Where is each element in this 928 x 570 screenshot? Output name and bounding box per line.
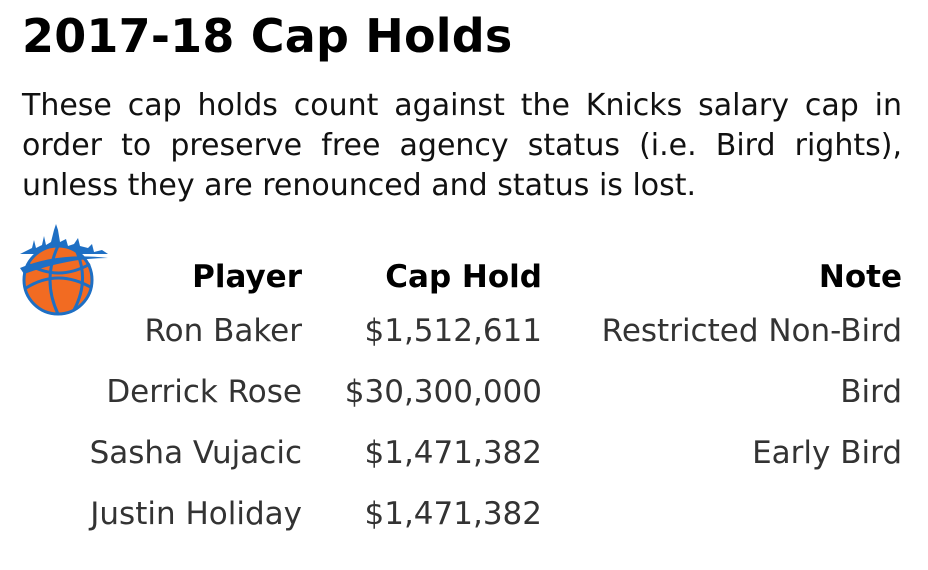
knicks-logo-icon — [18, 224, 110, 320]
table-header-row: Player Cap Hold Note — [0, 250, 928, 304]
note-cell: Restricted Non-Bird — [601, 313, 902, 349]
header-player: Player — [192, 259, 302, 295]
table-row: Justin Holiday $1,471,382 — [0, 487, 928, 548]
player-cell: Ron Baker — [144, 313, 302, 349]
cap-hold-cell: $1,471,382 — [364, 496, 543, 532]
table-row: Ron Baker $1,512,611 Restricted Non-Bird — [0, 304, 928, 365]
page-title: 2017-18 Cap Holds — [22, 9, 513, 63]
header-cap-hold: Cap Hold — [385, 259, 542, 295]
cap-hold-cell: $30,300,000 — [344, 374, 542, 410]
header-note: Note — [818, 259, 902, 295]
player-cell: Derrick Rose — [106, 374, 302, 410]
note-cell: Early Bird — [752, 435, 902, 471]
cap-hold-cell: $1,471,382 — [364, 435, 543, 471]
table-row: Sasha Vujacic $1,471,382 Early Bird — [0, 426, 928, 487]
player-cell: Sasha Vujacic — [89, 435, 302, 471]
description-text: These cap holds count against the Knicks… — [22, 88, 902, 203]
table-row: Derrick Rose $30,300,000 Bird — [0, 365, 928, 426]
cap-hold-cell: $1,512,611 — [364, 313, 543, 349]
note-cell: Bird — [840, 374, 902, 410]
cap-holds-table: Player Cap Hold Note Ron Baker $1,512,61… — [0, 250, 928, 548]
player-cell: Justin Holiday — [90, 496, 302, 532]
